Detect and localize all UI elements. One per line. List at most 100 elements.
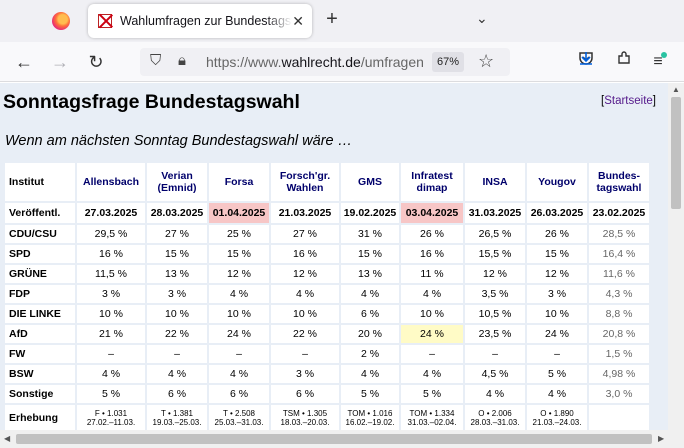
reload-button[interactable]: ↻ [88,52,104,72]
startseite-link[interactable]: Startseite [604,95,653,107]
poll-value: 5 % [401,385,463,403]
survey-range: 16.02.–19.02. [345,418,395,427]
poll-value: 4 % [465,385,525,403]
firefox-view-tab[interactable] [44,8,78,34]
institute-link[interactable]: Forsa [209,163,269,201]
scroll-left-icon[interactable]: ◀ [4,434,11,443]
update-dot-icon [661,52,667,58]
forward-button[interactable]: → [51,52,69,72]
institute-link[interactable]: Verian (Emnid) [147,163,207,201]
published-date: 21.03.2025 [271,203,339,223]
poll-value: 15 % [209,245,269,263]
table-row: FDP 3 % 3 % 4 % 4 % 4 % 4 % 3,5 % 3 % 4,3 % [5,285,649,303]
table-row: CDU/CSU 29,5 % 27 % 25 % 27 % 31 % 26 % 26,5 % 2… [5,225,649,243]
poll-value: 20,8 % [589,325,649,343]
published-date: 01.04.2025 [209,203,269,223]
new-tab-button[interactable]: + [326,8,338,30]
survey-info: O • 1.890 21.03.–24.03. [527,405,587,430]
poll-value: 21 % [77,325,145,343]
poll-value: 6 % [147,385,207,403]
survey-info [589,405,649,430]
published-date: 03.04.2025 [401,203,463,223]
horizontal-scroll-thumb[interactable] [16,434,652,444]
institute-link[interactable]: Bundes-tagswahl [589,163,649,201]
bookmark-star-icon[interactable]: ☆ [478,51,495,71]
poll-value: 28,5 % [589,225,649,243]
survey-range: 18.03.–20.03. [280,418,330,427]
poll-value: 10 % [401,305,463,323]
party-name: AfD [5,325,75,343]
poll-value: 22 % [271,325,339,343]
institute-link[interactable]: Infratest dimap [401,163,463,201]
site-favicon-icon [98,14,112,28]
lock-icon[interactable]: 🔒︎ [178,52,186,69]
poll-value: 15 % [341,245,399,263]
download-icon[interactable] [574,50,598,74]
survey-row-label: Erhebung [5,405,75,430]
poll-value: 10 % [147,305,207,323]
zoom-level-badge[interactable]: 67% [432,52,465,72]
poll-value: 15,5 % [465,245,525,263]
party-name: FDP [5,285,75,303]
poll-value: 6 % [209,385,269,403]
close-tab-icon[interactable]: ✕ [292,13,304,29]
poll-value: 3 % [271,365,339,383]
poll-value: 3 % [77,285,145,303]
survey-range: 21.03.–24.03. [532,418,582,427]
polls-table: Institut Allensbach Verian (Emnid) Forsa For… [3,161,651,430]
published-date: 31.03.2025 [465,203,525,223]
poll-value: 12 % [271,265,339,283]
survey-sample: O • 2.006 [478,409,512,418]
poll-value: 11,5 % [77,265,145,283]
tab-active[interactable]: Wahlumfragen zur Bundestagswahl ✕ [88,4,312,38]
poll-value: – [527,345,587,363]
poll-value: 5 % [527,365,587,383]
poll-value: 11,6 % [589,265,649,283]
vertical-scroll-thumb[interactable] [671,97,681,209]
url-text[interactable]: https://www.wahlrecht.de/umfragen [206,54,424,70]
table-header-row: Institut Allensbach Verian (Emnid) Forsa For… [5,163,649,201]
vertical-scrollbar[interactable]: ▲ [668,83,684,430]
page-viewport: Sonntagsfrage Bundestagswahl [Startseite… [0,83,668,430]
back-button[interactable]: ← [15,52,33,72]
chevron-down-icon[interactable]: ⌄ [476,10,488,26]
party-name: DIE LINKE [5,305,75,323]
scroll-right-icon[interactable]: ▶ [658,434,665,443]
published-date: 23.02.2025 [589,203,649,223]
page-title: Sonntagsfrage Bundestagswahl [3,91,300,113]
poll-value: 10 % [77,305,145,323]
poll-value: 2 % [341,345,399,363]
poll-value: 4,5 % [465,365,525,383]
poll-value: 4 % [527,385,587,403]
shield-icon[interactable]: ⛉ [150,52,162,69]
poll-value: – [465,345,525,363]
tab-title: Wahlumfragen zur Bundestagswahl [120,14,292,28]
survey-range: 27.02.–11.03. [86,418,136,427]
poll-value: 4 % [209,285,269,303]
survey-sample: TOM • 1.334 [409,409,455,418]
poll-value: 3 % [147,285,207,303]
menu-icon[interactable]: ≡ [646,50,670,74]
horizontal-scrollbar[interactable]: ◀ ▶ [0,430,684,448]
poll-value: 12 % [527,265,587,283]
poll-value: 1,5 % [589,345,649,363]
startseite-link-wrapper: [Startseite] [601,95,656,107]
institute-link[interactable]: Yougov [527,163,587,201]
institute-link[interactable]: Allensbach [77,163,145,201]
url-bar[interactable]: ⛉ 🔒︎ https://www.wahlrecht.de/umfragen 6… [140,48,510,76]
poll-value: 13 % [147,265,207,283]
extensions-icon[interactable] [612,50,636,74]
institute-link[interactable]: GMS [341,163,399,201]
published-date-row: Veröffentl. 27.03.2025 28.03.2025 01.04.202… [5,203,649,223]
table-row: FW – – – –2 % – – –1,5 % [5,345,649,363]
poll-value: – [271,345,339,363]
survey-sample: TSM • 1.305 [282,409,328,418]
poll-value: 6 % [271,385,339,403]
poll-value: 27 % [147,225,207,243]
poll-value: 4 % [401,365,463,383]
party-name: GRÜNE [5,265,75,283]
scroll-up-icon[interactable]: ▲ [672,85,680,94]
poll-value: 13 % [341,265,399,283]
institute-link[interactable]: INSA [465,163,525,201]
institute-link[interactable]: Forsch'gr. Wahlen [271,163,339,201]
